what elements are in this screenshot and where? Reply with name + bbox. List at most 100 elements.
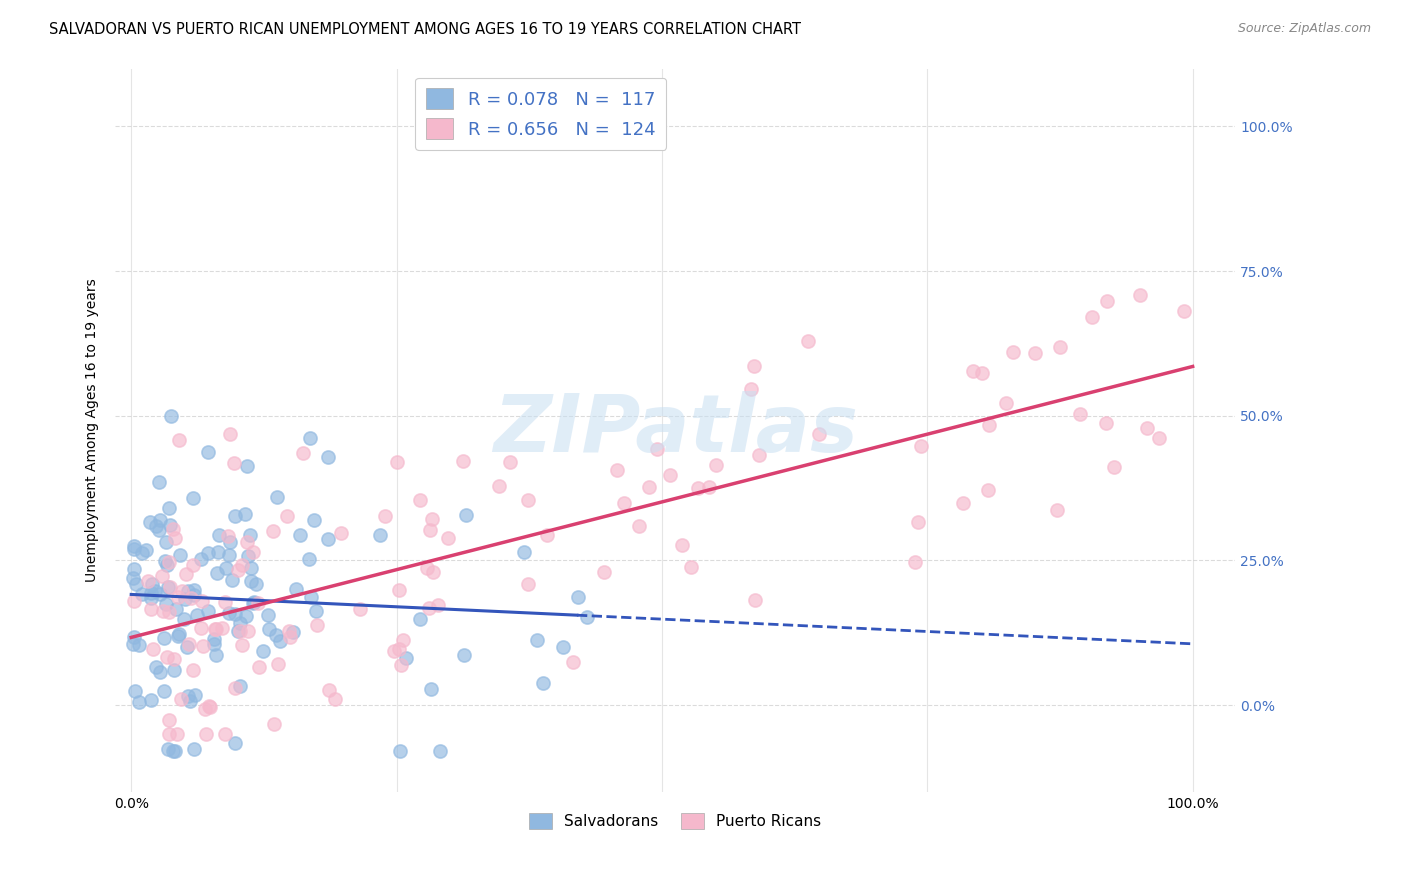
Point — [298, 431, 321, 445]
Point — [231, 638, 253, 652]
Point — [488, 479, 510, 493]
Point — [159, 409, 181, 423]
Point — [224, 681, 246, 695]
Point — [426, 599, 449, 613]
Point — [176, 640, 198, 654]
Point — [128, 695, 150, 709]
Point — [374, 508, 396, 523]
Point — [420, 512, 443, 526]
Point — [576, 610, 599, 624]
Point — [385, 455, 408, 469]
Point — [910, 439, 932, 453]
Point — [659, 468, 682, 483]
Point — [148, 665, 170, 679]
Point — [245, 577, 267, 591]
Point — [131, 587, 153, 601]
Point — [184, 688, 207, 702]
Text: SALVADORAN VS PUERTO RICAN UNEMPLOYMENT AMONG AGES 16 TO 19 YEARS CORRELATION CH: SALVADORAN VS PUERTO RICAN UNEMPLOYMENT … — [49, 22, 801, 37]
Point — [166, 727, 188, 741]
Point — [153, 554, 176, 568]
Point — [388, 583, 411, 598]
Text: ZIPatlas: ZIPatlas — [492, 392, 858, 469]
Point — [141, 586, 163, 600]
Point — [329, 525, 352, 540]
Point — [291, 446, 314, 460]
Point — [517, 576, 540, 591]
Point — [139, 602, 162, 616]
Point — [219, 535, 242, 549]
Point — [415, 561, 437, 575]
Point — [181, 663, 204, 677]
Point — [157, 713, 180, 727]
Point — [236, 534, 259, 549]
Point — [159, 727, 181, 741]
Point — [145, 519, 167, 533]
Point — [163, 663, 186, 677]
Point — [229, 616, 252, 631]
Point — [671, 538, 693, 552]
Point — [952, 496, 974, 510]
Point — [276, 508, 298, 523]
Point — [197, 546, 219, 560]
Point — [1049, 340, 1071, 354]
Point — [269, 633, 291, 648]
Point — [202, 637, 225, 651]
Point — [451, 454, 474, 468]
Point — [128, 639, 150, 653]
Point — [420, 681, 443, 696]
Point — [437, 531, 460, 545]
Point — [562, 656, 585, 670]
Point — [186, 607, 208, 622]
Point — [205, 566, 228, 581]
Point — [149, 512, 172, 526]
Legend: Salvadorans, Puerto Ricans: Salvadorans, Puerto Ricans — [523, 806, 828, 835]
Point — [165, 744, 187, 758]
Point — [215, 560, 238, 574]
Point — [266, 628, 288, 642]
Point — [979, 417, 1001, 432]
Point — [370, 527, 392, 541]
Point — [553, 640, 575, 654]
Point — [157, 501, 180, 516]
Point — [263, 717, 285, 731]
Point — [229, 624, 252, 639]
Point — [177, 583, 200, 598]
Point — [190, 621, 212, 635]
Point — [499, 455, 522, 469]
Point — [135, 542, 157, 557]
Point — [318, 450, 340, 465]
Point — [183, 588, 205, 602]
Text: Source: ZipAtlas.com: Source: ZipAtlas.com — [1237, 22, 1371, 36]
Point — [167, 433, 190, 447]
Point — [191, 639, 214, 653]
Point — [299, 590, 322, 604]
Point — [388, 642, 411, 657]
Point — [266, 490, 288, 504]
Point — [697, 480, 720, 494]
Point — [181, 491, 204, 506]
Point — [1173, 304, 1195, 318]
Point — [305, 604, 328, 618]
Point — [688, 481, 710, 495]
Point — [122, 637, 145, 651]
Point — [162, 744, 184, 758]
Point — [252, 644, 274, 658]
Point — [628, 519, 651, 533]
Point — [218, 549, 240, 563]
Point — [221, 573, 243, 587]
Point — [323, 691, 346, 706]
Point — [283, 625, 305, 640]
Point — [240, 574, 263, 588]
Point — [156, 649, 179, 664]
Point — [124, 630, 146, 644]
Point — [395, 651, 418, 665]
Point — [157, 741, 180, 756]
Point — [122, 562, 145, 576]
Point — [229, 678, 252, 692]
Point — [156, 558, 179, 573]
Point — [247, 659, 270, 673]
Point — [409, 493, 432, 508]
Point — [131, 546, 153, 560]
Point — [976, 483, 998, 498]
Point — [198, 700, 221, 714]
